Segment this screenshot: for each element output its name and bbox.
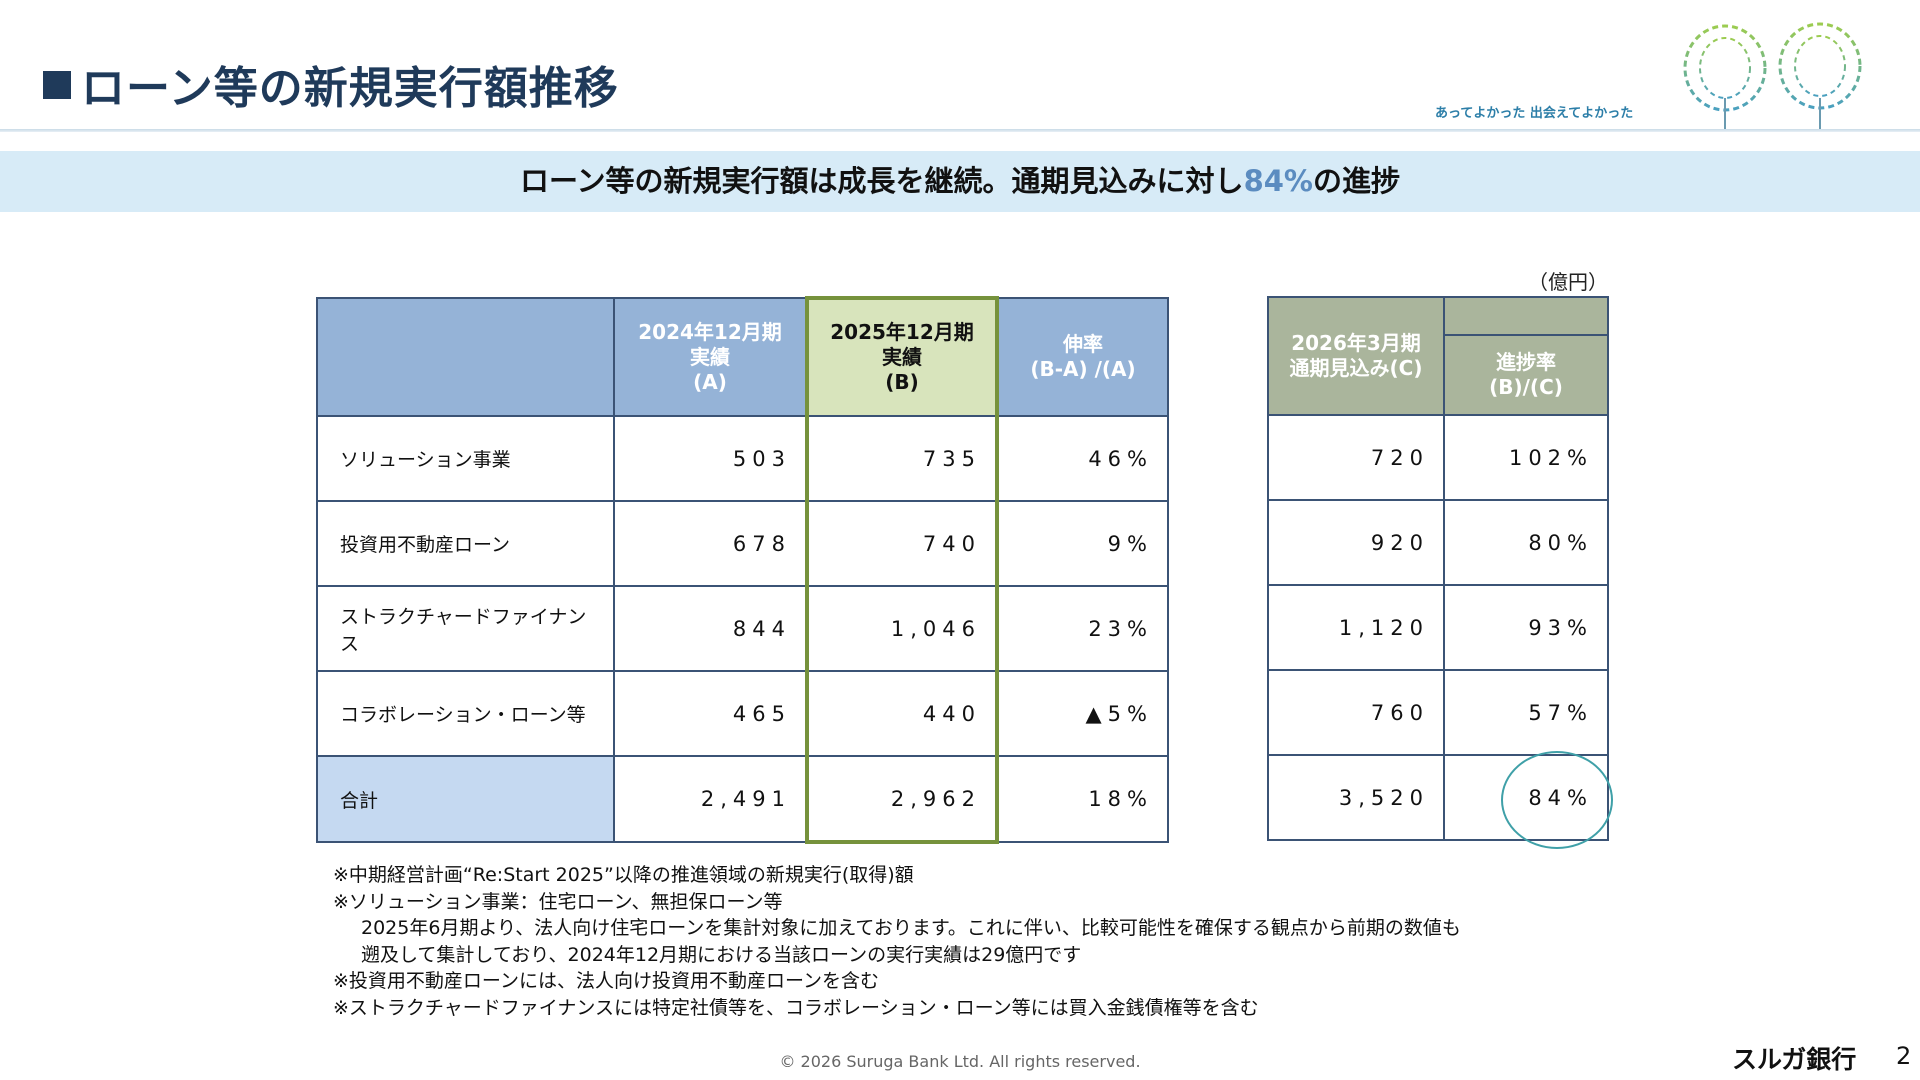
cell-label: ストラクチャードファイナンス <box>316 585 615 672</box>
h: 実績 <box>690 344 730 369</box>
cell-label: コラボレーション・ローン等 <box>316 670 615 757</box>
h: 実績 <box>882 345 922 369</box>
table-row: 1,120 93% <box>1267 584 1609 671</box>
cell-growth: 46% <box>996 415 1169 502</box>
h: 通期見込み(C) <box>1289 356 1423 380</box>
note: ※ストラクチャードファイナンスには特定社債等を、コラボレーション・ローン等には買… <box>333 996 1259 1019</box>
cell-growth: 23% <box>996 585 1169 672</box>
cell-c: 1,120 <box>1267 584 1445 671</box>
cell-progress: 93% <box>1443 584 1609 671</box>
cell-a: 844 <box>613 585 808 672</box>
forecast-table: 2026年3月期 通期見込み(C) 進捗率 (B)/(C) 720 102% 920 80… <box>1267 296 1609 841</box>
banner-text-end: の進捗 <box>1312 164 1400 198</box>
banner-text: ローン等の新規実行額は成長を継続。通期見込みに対し <box>520 164 1244 198</box>
bank-logo: スルガ銀行 <box>1732 1045 1857 1074</box>
header-divider <box>0 129 1920 132</box>
cell-a: 678 <box>613 500 808 587</box>
highlight-circle <box>1501 751 1613 849</box>
square-bullet-icon <box>43 71 71 99</box>
note: ※投資用不動産ローンには、法人向け投資用不動産ローンを含む <box>333 970 880 992</box>
note: 遡及して集計しており、2024年12月期における当該ローンの実行実績は29億円で… <box>361 943 1082 966</box>
cell-progress: 80% <box>1443 499 1609 586</box>
header-progress: 進捗率 (B)/(C) <box>1443 334 1609 416</box>
cell-a: 503 <box>613 415 808 502</box>
results-table: 2024年12月期 実績 (A) 2025年12月期 実績 (B) 伸率 (B-A) /(… <box>316 296 1169 844</box>
table-row: 投資用不動産ローン 678 740 9% <box>316 500 1169 587</box>
header-blank <box>1443 296 1609 336</box>
cell-c: 720 <box>1267 414 1445 501</box>
tagline: あってよかった 出会えてよかった <box>1435 106 1634 121</box>
h: 2026年3月期 <box>1291 331 1421 355</box>
cell-c: 3,520 <box>1267 754 1445 841</box>
summary-banner: ローン等の新規実行額は成長を継続。通期見込みに対し84%の進捗 <box>0 151 1920 212</box>
footnotes: ※中期経営計画“Re:Start 2025”以降の推進領域の新規実行(取得)額 … <box>333 862 1461 1021</box>
cell-growth: 9% <box>996 500 1169 587</box>
note: 2025年6月期より、法人向け住宅ローンを集計対象に加えております。これに伴い、… <box>361 917 1461 939</box>
cell-progress: 57% <box>1443 669 1609 756</box>
cell-progress: 102% <box>1443 414 1609 501</box>
unit-label: （億円） <box>1528 270 1608 294</box>
banner-highlight: 84% <box>1243 164 1313 198</box>
header-growth: 伸率 (B-A) /(A) <box>996 297 1169 417</box>
table-row: 720 102% <box>1267 414 1609 501</box>
header-b: 2025年12月期 実績 (B) <box>805 296 999 417</box>
table-row: ストラクチャードファイナンス 844 1,046 23% <box>316 585 1169 672</box>
header-a: 2024年12月期 実績 (A) <box>613 297 808 417</box>
h: 進捗率 <box>1496 350 1556 374</box>
header-c: 2026年3月期 通期見込み(C) <box>1267 296 1445 416</box>
cell-label: 合計 <box>316 755 615 843</box>
h: 伸率 <box>1063 332 1103 356</box>
table-row: ソリューション事業 503 735 46% <box>316 415 1169 502</box>
h: (A) <box>693 369 727 394</box>
cell-a: 2,491 <box>613 755 808 843</box>
h: 2025年12月期 <box>830 320 974 344</box>
h: (B)/(C) <box>1489 375 1563 399</box>
cell-label: 投資用不動産ローン <box>316 500 615 587</box>
h: (B-A) /(A) <box>1030 357 1136 381</box>
cell-b: 440 <box>805 670 999 757</box>
cell-a: 465 <box>613 670 808 757</box>
table-row: 合計 2,491 2,962 18% <box>316 755 1169 844</box>
copyright: © 2026 Suruga Bank Ltd. All rights reser… <box>779 1052 1141 1071</box>
h: 2024年12月期 <box>638 319 782 344</box>
cell-label: ソリューション事業 <box>316 415 615 502</box>
cell-b: 740 <box>805 500 999 587</box>
h: (B) <box>885 370 919 394</box>
header-blank <box>316 297 615 417</box>
cell-c: 760 <box>1267 669 1445 756</box>
note: ※ソリューション事業：住宅ローン、無担保ローン等 <box>333 890 783 913</box>
page-number: 2 <box>1896 1042 1912 1070</box>
trees-logo-icon <box>1683 22 1870 132</box>
cell-growth: ▲5% <box>996 670 1169 757</box>
cell-b: 2,962 <box>805 755 999 844</box>
table-row: 760 57% <box>1267 669 1609 756</box>
page-title: ローン等の新規実行額推移 <box>43 52 619 116</box>
cell-growth: 18% <box>996 755 1169 843</box>
cell-c: 920 <box>1267 499 1445 586</box>
title-text: ローン等の新規実行額推移 <box>81 63 619 114</box>
cell-b: 735 <box>805 415 999 502</box>
table-row: 920 80% <box>1267 499 1609 586</box>
table-row: コラボレーション・ローン等 465 440 ▲5% <box>316 670 1169 757</box>
note: ※中期経営計画“Re:Start 2025”以降の推進領域の新規実行(取得)額 <box>333 864 914 886</box>
cell-b: 1,046 <box>805 585 999 672</box>
